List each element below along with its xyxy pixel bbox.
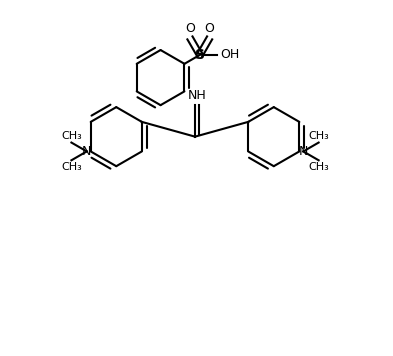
Text: CH₃: CH₃ [61,131,82,141]
Text: CH₃: CH₃ [308,131,329,141]
Text: N: N [299,145,308,158]
Text: CH₃: CH₃ [308,162,329,172]
Text: CH₃: CH₃ [61,162,82,172]
Text: O: O [205,22,215,35]
Text: O: O [185,22,195,35]
Text: S: S [195,48,205,62]
Text: NH: NH [187,89,206,102]
Text: N: N [82,145,92,158]
Text: OH: OH [220,48,240,62]
